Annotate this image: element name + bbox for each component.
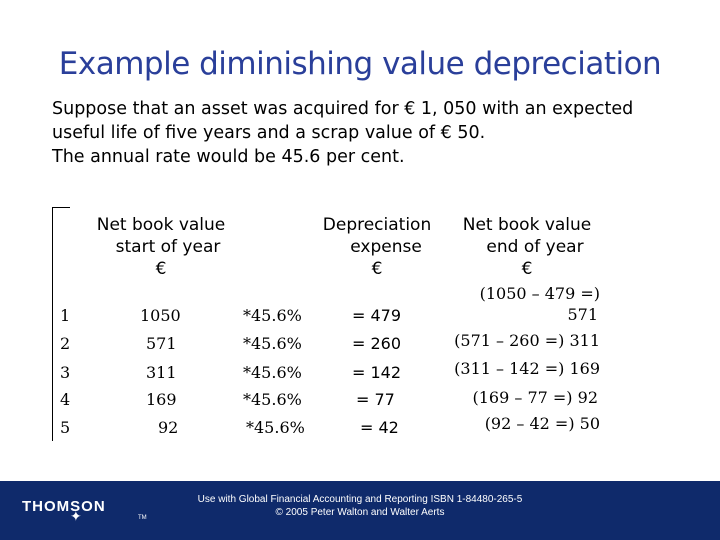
row-1-end-calc: (1050 – 479 =)	[479, 284, 600, 303]
header-depreciation-expense: Depreciation expense €	[312, 214, 442, 280]
header-expense-line-1: Depreciation	[322, 215, 432, 235]
star-icon: ✦	[70, 509, 82, 525]
header-start-line-1: Net book value	[96, 215, 226, 235]
row-1-end-value: 571	[567, 305, 598, 324]
header-end-line-1: Net book value	[462, 215, 592, 235]
row-5-rate: *45.6%	[246, 418, 305, 437]
intro-text: Suppose that an asset was acquired for €…	[52, 97, 633, 169]
row-5-year: 5	[60, 418, 71, 437]
row-5-dep: = 42	[360, 418, 399, 437]
row-4-dep: = 77	[356, 390, 395, 409]
row-2-start: 571	[146, 334, 177, 353]
row-3-end: (311 – 142 =) 169	[454, 359, 600, 378]
row-4-rate: *45.6%	[243, 390, 302, 409]
row-2-end: (571 – 260 =) 311	[454, 331, 600, 350]
header-start-line-3: €	[155, 259, 167, 279]
header-end-line-3: €	[521, 259, 533, 279]
row-4-end: (169 – 77 =) 92	[472, 388, 599, 407]
row-2-dep: = 260	[352, 334, 402, 353]
row-3-start: 311	[146, 363, 177, 382]
intro-line-3: The annual rate would be 45.6 per cent.	[52, 147, 405, 167]
header-expense-line-3: €	[371, 259, 383, 279]
thomson-logo: THOMSON	[22, 498, 106, 515]
row-3-rate: *45.6%	[243, 363, 302, 382]
slide-title: Example diminishing value depreciation	[58, 46, 662, 82]
trademark-mark: TM	[138, 515, 147, 521]
footer-line-2: © 2005 Peter Walton and Walter Aerts	[275, 507, 445, 518]
row-1-rate: *45.6%	[243, 306, 302, 325]
row-1-dep: = 479	[352, 306, 402, 325]
row-5-start: 92	[158, 418, 179, 437]
row-2-year: 2	[60, 334, 71, 353]
table-left-border	[52, 207, 53, 441]
footer-bar	[0, 481, 720, 540]
row-1-start: 1050	[140, 306, 181, 325]
header-end-line-2: end of year	[486, 237, 584, 257]
row-4-year: 4	[60, 390, 71, 409]
row-5-end: (92 – 42 =) 50	[484, 414, 600, 433]
row-3-dep: = 142	[352, 363, 402, 382]
intro-line-1: Suppose that an asset was acquired for €…	[52, 99, 634, 119]
header-start-of-year: Net book value start of year €	[86, 214, 236, 280]
table-top-border	[52, 207, 70, 208]
row-3-year: 3	[60, 363, 71, 382]
header-expense-line-2: expense	[350, 237, 422, 257]
footer-line-1: Use with Global Financial Accounting and…	[197, 494, 523, 505]
header-end-of-year: Net book value end of year €	[452, 214, 602, 280]
header-start-line-2: start of year	[115, 237, 221, 257]
row-4-start: 169	[146, 390, 177, 409]
intro-line-2: useful life of five years and a scrap va…	[52, 123, 486, 143]
row-1-year: 1	[60, 306, 71, 325]
row-2-rate: *45.6%	[243, 334, 302, 353]
